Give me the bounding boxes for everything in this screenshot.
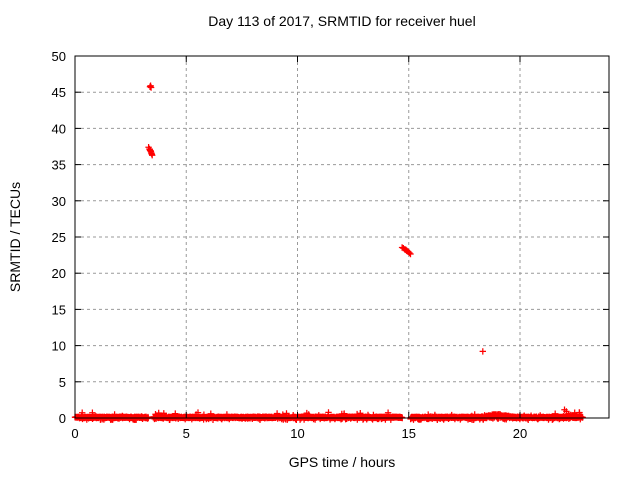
y-tick-label: 20 <box>52 266 66 281</box>
gridlines <box>75 56 609 418</box>
chart-title: Day 113 of 2017, SRMTID for receiver hue… <box>208 13 475 29</box>
y-tick-label: 45 <box>52 85 66 100</box>
y-tick-label: 25 <box>52 230 66 245</box>
x-tick-label: 20 <box>513 426 527 441</box>
y-axis-label: SRMTID / TECUs <box>7 182 23 292</box>
x-tick-label: 15 <box>402 426 416 441</box>
y-tick-label: 0 <box>59 411 66 426</box>
y-tick-label: 5 <box>59 375 66 390</box>
y-tick-label: 10 <box>52 339 66 354</box>
x-axis-label: GPS time / hours <box>289 454 396 470</box>
y-tick-label: 50 <box>52 49 66 64</box>
y-tick-label: 30 <box>52 194 66 209</box>
x-tick-label: 10 <box>290 426 304 441</box>
y-tick-label: 40 <box>52 121 66 136</box>
x-tick-label: 5 <box>183 426 190 441</box>
y-tick-label: 15 <box>52 302 66 317</box>
axis-ticks <box>74 55 609 419</box>
y-tick-label: 35 <box>52 158 66 173</box>
tick-labels: 0 5 10 15 20 25 30 35 40 45 50 0 5 10 15 20 <box>52 49 528 441</box>
x-tick-label: 0 <box>71 426 78 441</box>
